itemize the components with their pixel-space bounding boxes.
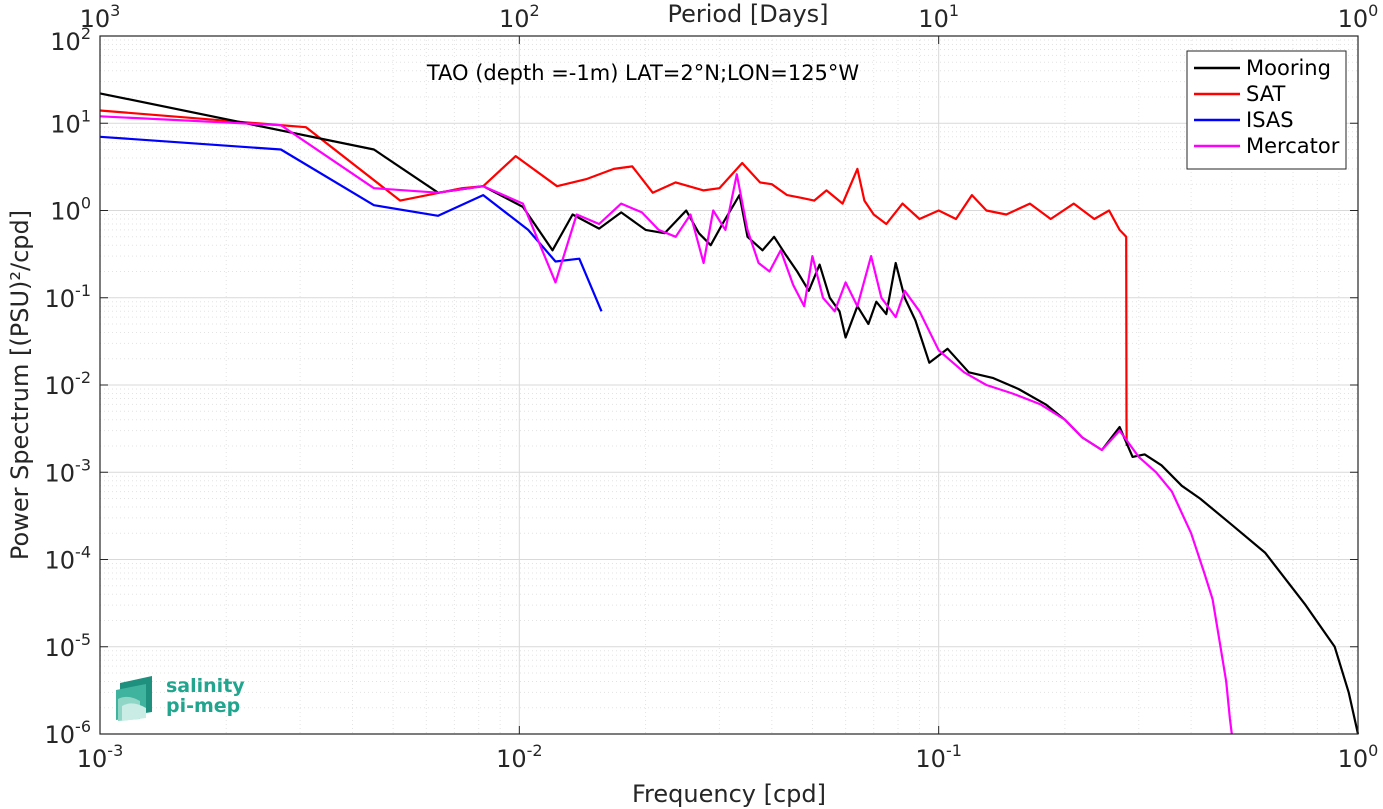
legend-label-mooring: Mooring [1246, 56, 1331, 80]
legend-label-isas: ISAS [1246, 108, 1294, 132]
tick-layer: 10-3 103 10-2 102 10-1 101 100 100 10-6 10-5 10-4 1… [45, 1, 1379, 773]
series-layer [99, 92, 1360, 735]
legend-label-mercator: Mercator [1246, 134, 1340, 158]
logo-mark-icon [116, 676, 152, 721]
y-tick-label: 10-6 [45, 717, 92, 749]
top-tick-label: 101 [918, 1, 959, 33]
x-tick-label: 10-1 [915, 741, 962, 773]
logo-text-line1: salinity [166, 675, 245, 697]
top-tick-label: 102 [499, 1, 540, 33]
y-tick-label: 10-1 [45, 281, 92, 313]
y-tick-label: 102 [50, 24, 91, 56]
top-tick-label: 100 [1338, 1, 1379, 33]
y-tick-label: 100 [50, 194, 91, 226]
series-line-mercator [99, 115, 1233, 735]
legend-label-sat: SAT [1246, 82, 1285, 106]
x-axis-label: Frequency [cpd] [632, 780, 826, 808]
series-line-sat [99, 109, 1128, 447]
chart-title: TAO (depth =-1m) LAT=2°N;LON=125°W [426, 61, 860, 85]
y-tick-label: 10-2 [45, 368, 92, 400]
series-line-mooring [99, 92, 1360, 735]
y-tick-label: 10-3 [45, 455, 92, 487]
legend-box [1186, 50, 1347, 170]
series-line-isas [99, 135, 603, 312]
top-tick-label: 103 [80, 1, 121, 33]
logo-text-line2: pi-mep [166, 695, 240, 717]
x-tick-label: 10-2 [496, 741, 543, 773]
x-tick-label: 100 [1338, 741, 1379, 773]
top-axis-label: Period [Days] [667, 0, 828, 28]
y-tick-label: 10-4 [45, 543, 92, 575]
y-tick-label: 101 [50, 106, 91, 138]
y-axis-label: Power Spectrum [(PSU)²/cpd] [6, 210, 34, 560]
salinity-pi-mep-logo: salinity pi-mep [116, 675, 245, 721]
y-tick-label: 10-5 [45, 630, 92, 662]
x-tick-label: 10-3 [77, 741, 124, 773]
